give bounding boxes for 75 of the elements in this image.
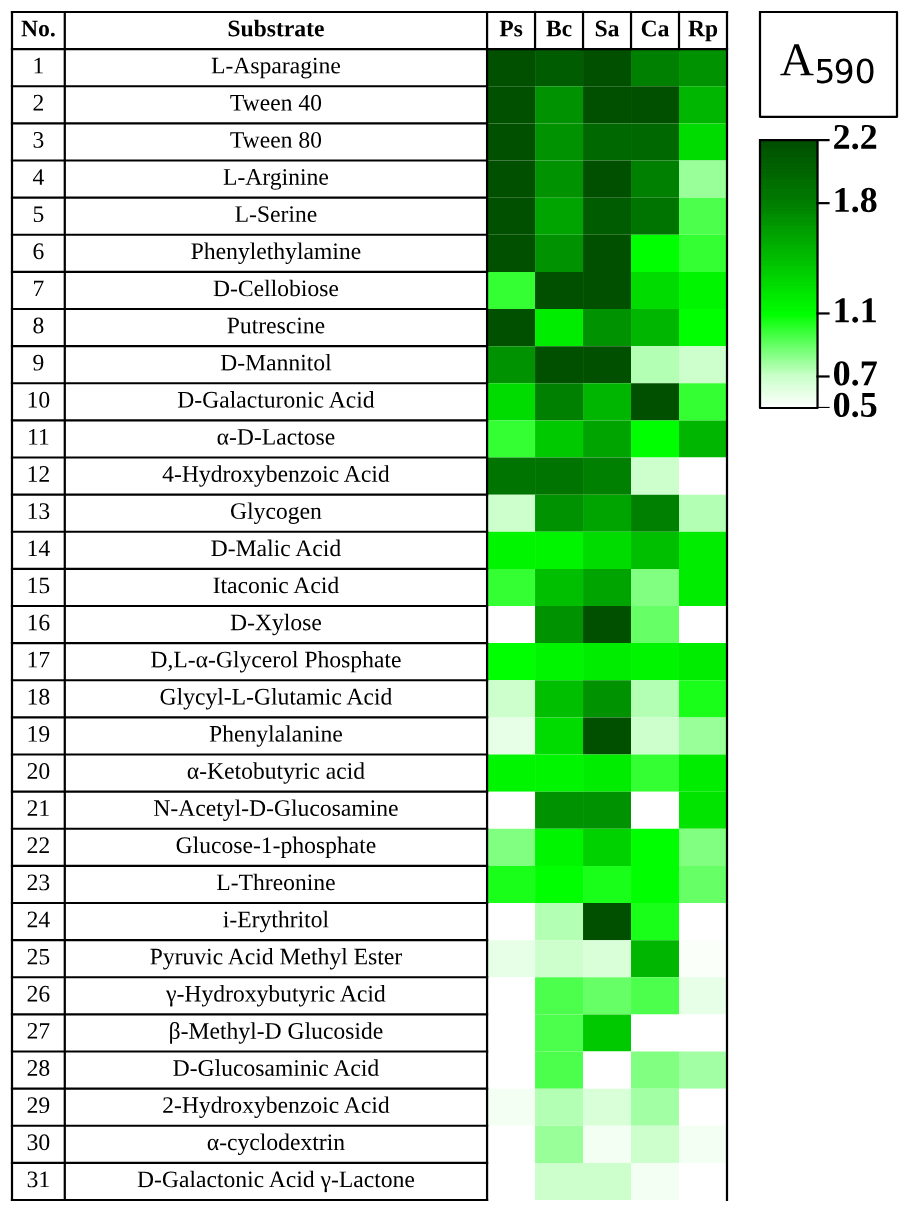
y-tick-label: D-Mannitol (220, 353, 332, 371)
y-tick-label: D-Glucosaminic Acid (173, 1059, 379, 1076)
y-tick-label: i-Erythritol (223, 910, 329, 933)
color-bar-label: 2.2 (834, 124, 877, 150)
y2-tick-label: 15 (28, 577, 50, 594)
y-tick-label: D-Galacturonic Acid (177, 391, 375, 408)
y2-tick-label: 12 (28, 466, 49, 482)
y2-tick-label: 19 (28, 725, 50, 742)
y2-tick-label: 21 (27, 800, 49, 816)
y-tick-label: 4-Hydroxybenzoic Acid (162, 465, 390, 487)
text: Substrate (228, 19, 324, 37)
y2-tick-label: 25 (27, 948, 50, 965)
color-bar-label: 1.1 (835, 298, 876, 323)
y2-tick-label: 2 (33, 94, 43, 111)
x-tick-label: Rp (688, 20, 718, 42)
y2-tick-label: 22 (27, 837, 49, 853)
y-tick-label: D-Malic Acid (211, 539, 341, 557)
y-tick-label: β-Methyl-D Glucoside (170, 1022, 383, 1044)
x-tick-label: Bc (546, 20, 572, 37)
y2-tick-label: 7 (34, 280, 44, 297)
color-bar-title: A$_{590}$ (780, 44, 874, 84)
y-tick-label: D-Cellobiose (213, 279, 339, 297)
y-tick-label: Phenylalanine (209, 725, 342, 747)
y2-tick-label: 27 (27, 1022, 50, 1039)
y2-tick-label: 17 (28, 651, 50, 668)
y2-tick-label: 18 (28, 688, 50, 705)
y-tick-label: Glycogen (231, 502, 322, 524)
y2-tick-label: 6 (33, 243, 44, 260)
y2-tick-label: 20 (27, 763, 50, 779)
y2-tick-label: 11 (29, 429, 49, 445)
y2-tick-label: 13 (28, 503, 50, 520)
y2-tick-label: 29 (27, 1097, 50, 1114)
x-tick-label: Ca (641, 20, 670, 37)
y2-tick-label: 24 (27, 911, 50, 928)
y2-tick-label: 16 (28, 614, 50, 631)
x-tick-label: Ps (499, 20, 523, 37)
y-tick-label: Tween 80 (230, 131, 322, 148)
y2-tick-label: 31 (27, 1171, 49, 1188)
y2-tick-label: 23 (27, 874, 50, 891)
y-tick-label: D-Xylose (230, 613, 322, 636)
y2-tick-label: 10 (28, 391, 50, 408)
y-tick-label: Itaconic Acid (213, 576, 339, 594)
y2-tick-label: 14 (28, 540, 50, 556)
y-tick-label: 2-Hydroxybenzoic Acid (163, 1096, 390, 1118)
y-tick-label: Pyruvic Acid Methyl Ester (150, 947, 402, 970)
y2-tick-label: 26 (27, 985, 50, 1002)
y2-tick-label: 9 (33, 354, 44, 371)
y-tick-label: Phenylethylamine (191, 242, 361, 265)
y-tick-label: Glucose-1-phosphate (176, 836, 376, 859)
text: No. (21, 20, 55, 37)
color-bar-label: 0.5 (833, 392, 877, 418)
y2-tick-label: 28 (27, 1060, 50, 1076)
y2-tick-label: 1 (34, 57, 43, 74)
y-tick-label: α-Ketobutyric acid (187, 762, 365, 784)
y-tick-label: α-cyclodextrin (207, 1133, 345, 1156)
y-tick-label: Putrescine (227, 317, 325, 334)
y-tick-label: D,L-α-Glycerol Phosphate (151, 650, 401, 673)
y-tick-label: L-Arginine (223, 169, 329, 190)
y2-tick-label: 5 (33, 206, 44, 223)
y2-tick-label: 3 (33, 131, 44, 148)
x-tick-label: Sa (595, 20, 620, 37)
y-tick-label: Tween 40 (230, 94, 322, 111)
y-tick-label: L-Asparagine (211, 57, 341, 79)
y-tick-label: γ-Hydroxybutyric Acid (166, 985, 386, 1007)
color-bar-label: 0.7 (833, 361, 877, 386)
color-bar-label: 1.8 (835, 187, 877, 213)
y-tick-label: L-Threonine (216, 873, 335, 891)
y-tick-label: Glycyl-L-Glutamic Acid (160, 688, 393, 710)
y2-tick-label: 4 (32, 169, 44, 185)
y-tick-label: α-D-Lactose (217, 429, 335, 445)
y2-tick-label: 8 (33, 317, 44, 334)
y-tick-label: D-Galactonic Acid γ-Lactone (137, 1170, 415, 1193)
y-tick-label: L-Serine (235, 206, 317, 223)
y2-tick-label: 30 (27, 1134, 50, 1151)
y-tick-label: N-Acetyl-D-Glucosamine (154, 799, 398, 821)
